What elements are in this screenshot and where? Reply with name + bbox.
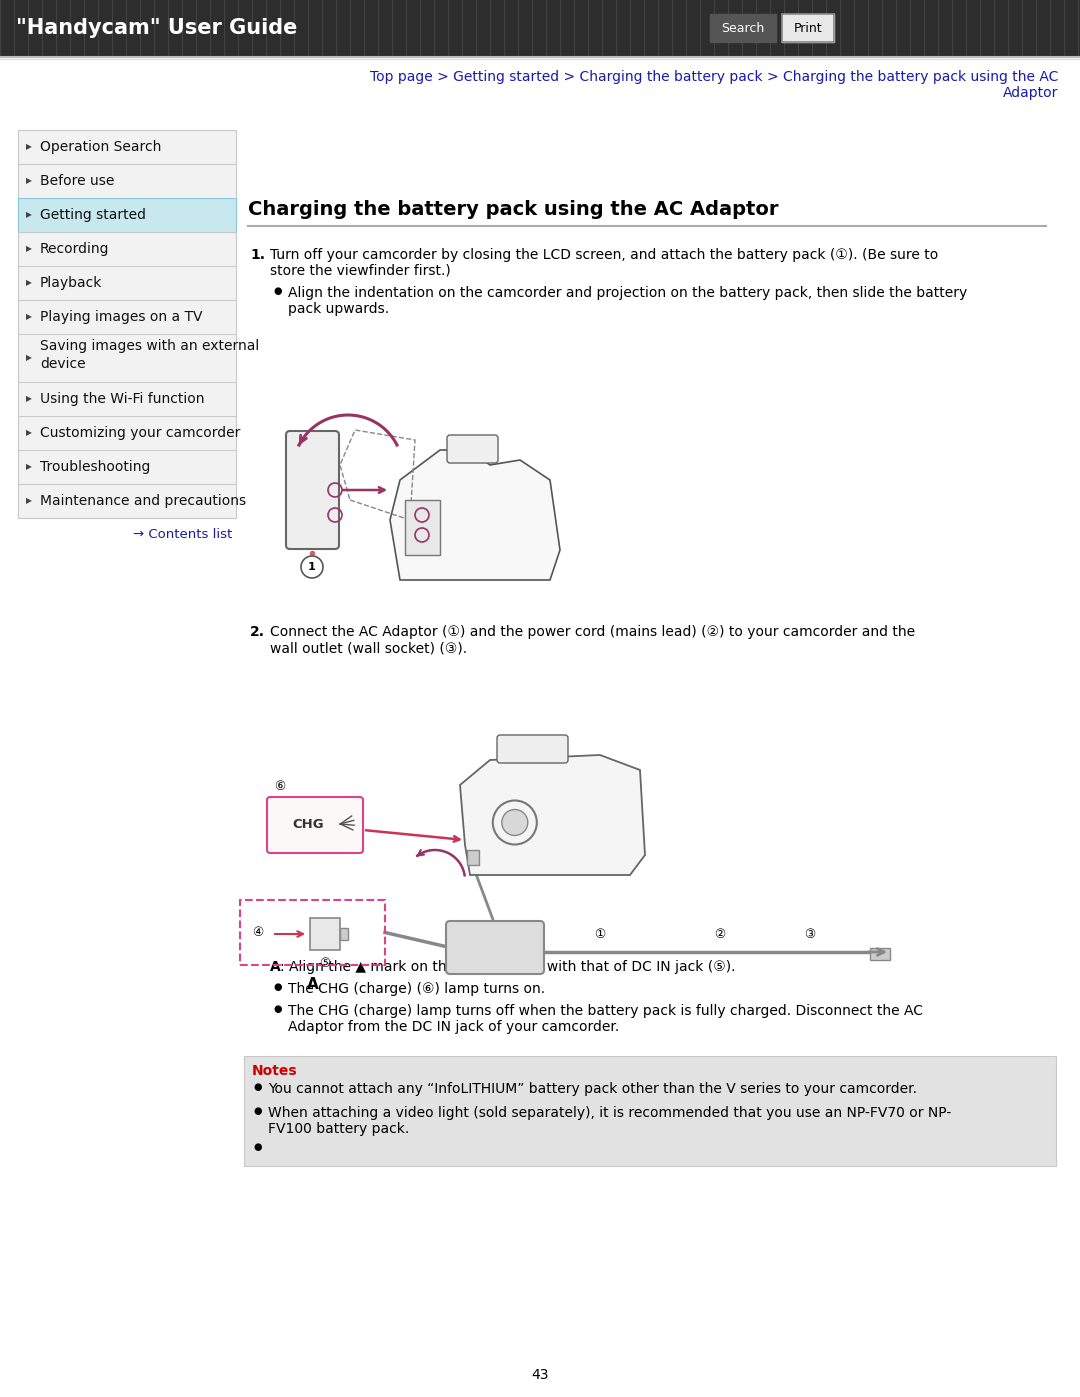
Text: "Handycam" User Guide: "Handycam" User Guide (16, 18, 297, 38)
Text: 1: 1 (308, 562, 315, 571)
FancyBboxPatch shape (446, 921, 544, 974)
Text: ●: ● (273, 982, 282, 992)
Text: Saving images with an external
device: Saving images with an external device (40, 339, 259, 372)
Text: Maintenance and precautions: Maintenance and precautions (40, 495, 246, 509)
Text: Charging the battery pack using the AC Adaptor: Charging the battery pack using the AC A… (248, 200, 779, 219)
Text: ▶: ▶ (26, 496, 32, 506)
Text: CHG: CHG (292, 817, 324, 830)
FancyBboxPatch shape (286, 432, 339, 549)
Bar (870, 949, 890, 960)
Text: ▶: ▶ (26, 142, 32, 151)
Text: You cannot attach any “InfoLITHIUM” battery pack other than the V series to your: You cannot attach any “InfoLITHIUM” batt… (268, 1083, 917, 1097)
Text: ▶: ▶ (26, 244, 32, 253)
Text: store the viewfinder first.): store the viewfinder first.) (270, 264, 450, 278)
Text: Align the indentation on the camcorder and projection on the battery pack, then : Align the indentation on the camcorder a… (288, 286, 968, 300)
Text: Using the Wi-Fi function: Using the Wi-Fi function (40, 393, 204, 407)
Text: ②: ② (714, 928, 726, 940)
Text: pack upwards.: pack upwards. (288, 302, 389, 316)
Text: Notes: Notes (252, 1065, 298, 1078)
Text: Top page > Getting started > Charging the battery pack > Charging the battery pa: Top page > Getting started > Charging th… (369, 70, 1058, 84)
Text: Search: Search (721, 21, 765, 35)
Text: Adaptor from the DC IN jack of your camcorder.: Adaptor from the DC IN jack of your camc… (288, 1020, 619, 1034)
Text: ⑥: ⑥ (274, 780, 285, 792)
Bar (18, 198, 237, 232)
Text: A: A (270, 960, 281, 974)
Text: Operation Search: Operation Search (40, 140, 161, 154)
Text: ●: ● (273, 1004, 282, 1014)
Text: ③: ③ (805, 928, 815, 940)
Text: ●: ● (254, 1106, 262, 1116)
Text: ●: ● (273, 286, 282, 296)
Text: A: A (307, 977, 319, 992)
Text: Getting started: Getting started (40, 208, 146, 222)
Polygon shape (390, 450, 561, 580)
Polygon shape (460, 754, 645, 875)
Text: Before use: Before use (40, 175, 114, 189)
FancyBboxPatch shape (447, 434, 498, 462)
Circle shape (502, 809, 528, 835)
Text: ▶: ▶ (26, 429, 32, 437)
Text: Customizing your camcorder: Customizing your camcorder (40, 426, 241, 440)
Text: ▶: ▶ (26, 462, 32, 472)
Bar (240, 900, 384, 965)
Text: Recording: Recording (40, 242, 109, 256)
Text: Connect the AC Adaptor (①) and the power cord (mains lead) (②) to your camcorder: Connect the AC Adaptor (①) and the power… (270, 624, 915, 638)
Text: Playback: Playback (40, 277, 103, 291)
Bar (244, 1056, 1056, 1166)
Text: ▶: ▶ (26, 394, 32, 404)
Text: The CHG (charge) lamp turns off when the battery pack is fully charged. Disconne: The CHG (charge) lamp turns off when the… (288, 1004, 923, 1018)
Text: ▶: ▶ (26, 313, 32, 321)
Text: Adaptor: Adaptor (1002, 87, 1058, 101)
Bar (710, 14, 777, 42)
Text: ▶: ▶ (26, 211, 32, 219)
FancyBboxPatch shape (267, 798, 363, 854)
Bar (0, 0, 1080, 56)
Text: 43: 43 (531, 1368, 549, 1382)
Text: Playing images on a TV: Playing images on a TV (40, 310, 203, 324)
Text: wall outlet (wall socket) (③).: wall outlet (wall socket) (③). (270, 641, 468, 655)
FancyBboxPatch shape (497, 735, 568, 763)
Text: : Align the ▲ mark on the DC plug (④) with that of DC IN jack (⑤).: : Align the ▲ mark on the DC plug (④) wi… (280, 960, 735, 974)
Bar (782, 14, 834, 42)
Bar (18, 130, 237, 518)
Text: FV100 battery pack.: FV100 battery pack. (268, 1122, 409, 1136)
Bar (340, 928, 348, 940)
Text: ⑤: ⑤ (320, 957, 330, 970)
Text: When attaching a video light (sold separately), it is recommended that you use a: When attaching a video light (sold separ… (268, 1106, 951, 1120)
Text: → Contents list: → Contents list (133, 528, 232, 541)
Text: Print: Print (794, 21, 822, 35)
Text: 2.: 2. (249, 624, 265, 638)
Text: 1.: 1. (249, 249, 265, 263)
Circle shape (301, 556, 323, 578)
Bar (782, 14, 834, 42)
Text: ▶: ▶ (26, 278, 32, 288)
Text: The CHG (charge) (⑥) lamp turns on.: The CHG (charge) (⑥) lamp turns on. (288, 982, 545, 996)
Text: ▶: ▶ (26, 176, 32, 186)
Bar (467, 849, 480, 865)
Text: ④: ④ (253, 926, 264, 939)
Text: ●: ● (254, 1083, 262, 1092)
Text: ●: ● (254, 1141, 262, 1153)
Bar (405, 500, 440, 555)
Bar (310, 918, 340, 950)
Text: Turn off your camcorder by closing the LCD screen, and attach the battery pack (: Turn off your camcorder by closing the L… (270, 249, 939, 263)
Text: ▶: ▶ (26, 353, 32, 362)
Text: ①: ① (594, 928, 606, 940)
Text: Troubleshooting: Troubleshooting (40, 460, 150, 474)
